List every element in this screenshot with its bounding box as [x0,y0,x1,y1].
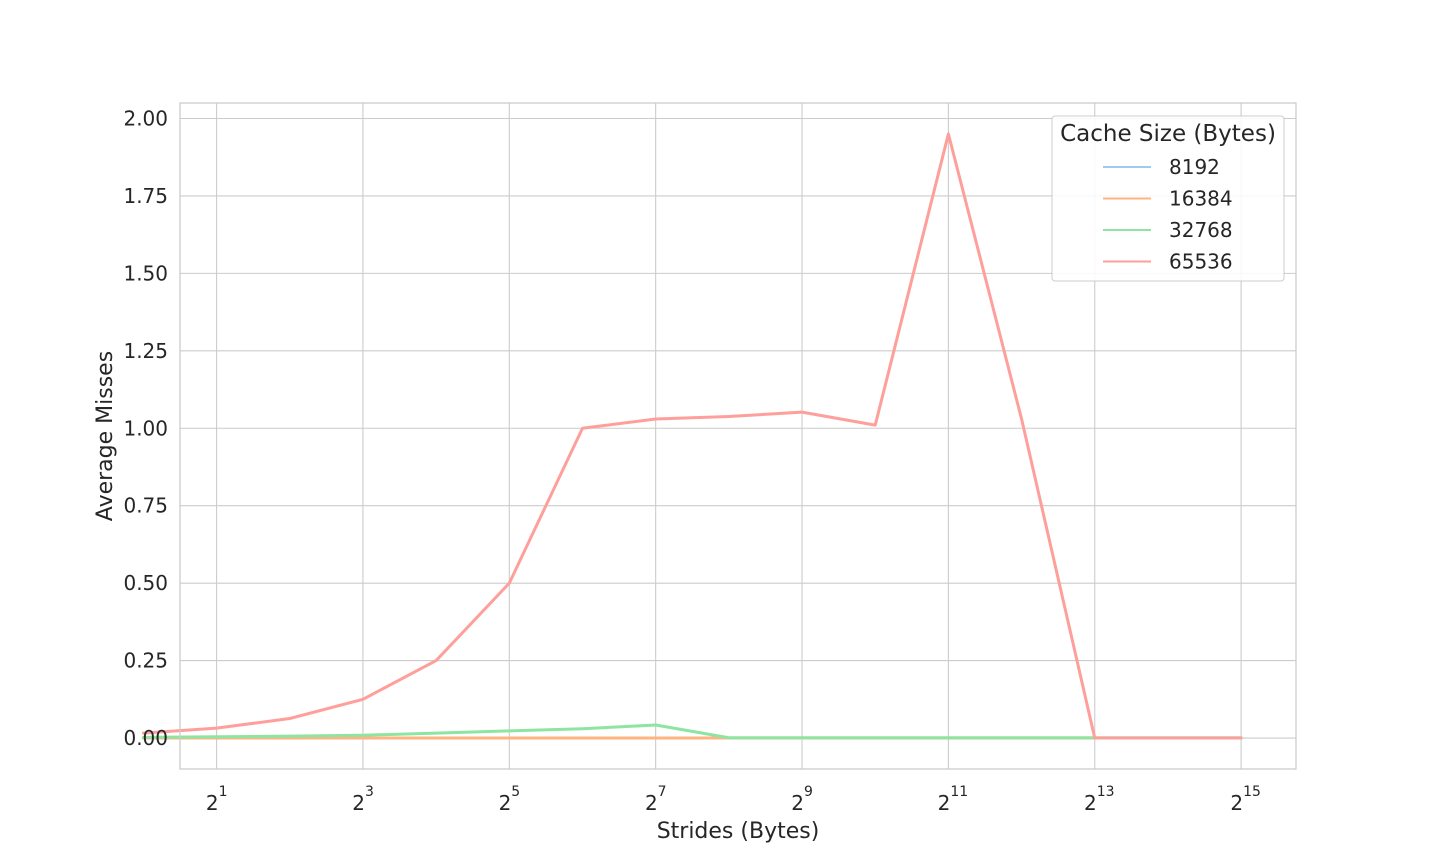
legend-label: 32768 [1169,218,1233,242]
y-axis-label: Average Misses [93,351,118,521]
grid [180,103,1296,769]
x-tick-label: 2 11 [938,784,969,815]
y-tick-label: 1.75 [123,184,168,208]
y-tick-label: 0.25 [123,649,168,673]
x-tick-exponent: 11 [950,784,968,800]
plot-frame [179,102,1297,770]
x-tick-base: 2 [791,791,804,815]
legend-box [1051,115,1285,282]
y-tick-label: 0.00 [123,726,168,750]
x-axis-label: Strides (Bytes) [657,819,820,844]
legend-label: 65536 [1169,250,1233,274]
x-tick-exponent: 5 [511,784,520,800]
y-tick-label: 1.25 [123,339,168,363]
x-tick-exponent: 13 [1097,784,1115,800]
series-line-65536 [141,132,1243,740]
x-tick-label: 2 13 [1084,784,1115,815]
legend-label: 8192 [1169,155,1220,179]
series-line-32768 [141,723,1243,740]
x-tick-exponent: 9 [804,784,813,800]
x-tick-base: 2 [499,791,512,815]
y-tick-labels: 0.00 0.25 0.50 0.75 1.00 1.25 1.50 1.75 2.00 [123,106,168,750]
x-tick-exponent: 3 [365,784,374,800]
x-tick-base: 2 [645,791,658,815]
y-tick-label: 2.00 [123,106,168,130]
x-tick-base: 2 [1084,791,1097,815]
x-tick-base: 2 [206,791,219,815]
x-tick-exponent: 7 [658,784,667,800]
legend-item-8192: 8192 [1103,155,1220,179]
x-tick-base: 2 [1230,791,1243,815]
y-tick-label: 0.75 [123,494,168,518]
x-tick-exponent: 1 [219,784,228,800]
legend-item-65536: 65536 [1103,250,1233,274]
legend-label: 16384 [1169,187,1233,211]
legend-item-32768: 32768 [1103,218,1233,242]
series-layer [141,132,1243,740]
legend-items: 8192 16384 32768 65536 [1103,155,1233,274]
x-tick-label: 2 15 [1230,784,1261,815]
legend-title: Cache Size (Bytes) [1060,121,1276,147]
x-tick-base: 2 [352,791,365,815]
y-tick-label: 0.50 [123,571,168,595]
x-tick-exponent: 15 [1243,784,1261,800]
y-tick-label: 1.50 [123,261,168,285]
x-tick-base: 2 [938,791,951,815]
y-tick-label: 1.00 [123,416,168,440]
x-tick-labels: 2 1 2 3 2 5 2 7 2 9 2 11 2 13 2 15 [206,784,1261,815]
legend: Cache Size (Bytes) 8192 16384 32768 65536 [1051,115,1285,282]
legend-item-16384: 16384 [1103,187,1233,211]
